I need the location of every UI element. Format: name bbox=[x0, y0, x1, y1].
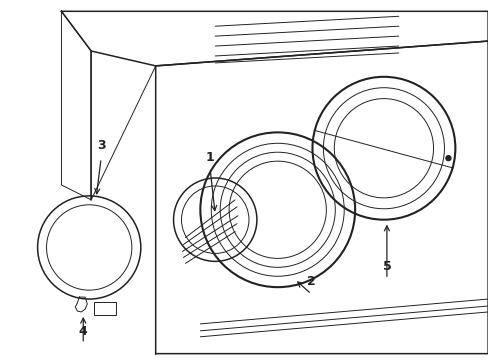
Bar bbox=[94, 302, 116, 315]
Text: 2: 2 bbox=[307, 275, 316, 288]
Circle shape bbox=[446, 156, 451, 161]
Text: 4: 4 bbox=[79, 325, 88, 338]
Text: 5: 5 bbox=[383, 260, 392, 273]
Text: 1: 1 bbox=[206, 151, 215, 164]
Text: 3: 3 bbox=[97, 139, 105, 152]
